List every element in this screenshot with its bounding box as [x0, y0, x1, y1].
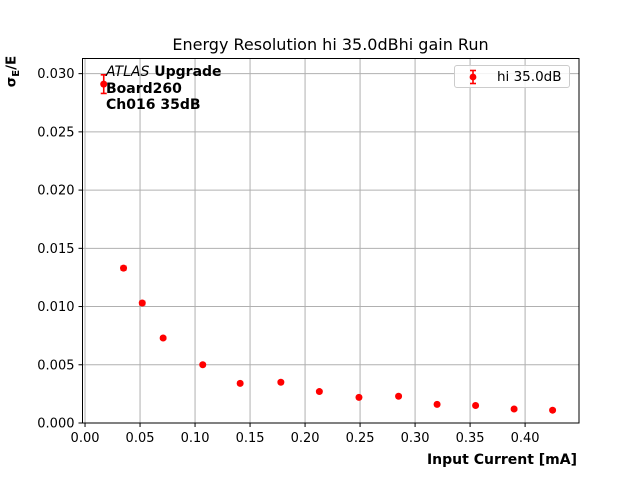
y-tick-label: 0.010: [37, 300, 74, 315]
y-axis-label: σE/E: [3, 36, 23, 108]
sigma-symbol: σ: [3, 76, 20, 88]
annotation-text: ATLAS Upgrade Board260 Ch016 35dB: [106, 64, 222, 114]
y-tick-label: 0.015: [37, 242, 74, 257]
y-tick-label: 0.030: [37, 67, 74, 82]
legend-box: hi 35.0dB: [454, 65, 570, 88]
data-point: [395, 392, 403, 400]
x-tick-label: 0.35: [456, 431, 485, 446]
y-axis-label-rest: /E: [3, 55, 20, 70]
data-point: [549, 406, 557, 414]
data-point: [159, 334, 167, 342]
y-tick-label: 0.005: [37, 358, 74, 373]
annotation-experiment: ATLAS: [106, 64, 150, 80]
x-tick-label: 0.00: [71, 431, 100, 446]
data-point: [120, 264, 128, 272]
y-tick-label: 0.025: [37, 125, 74, 140]
data-point: [472, 402, 480, 410]
plot-border: [82, 58, 580, 424]
errorbar-marker-icon: [469, 69, 477, 84]
x-tick-label: 0.40: [511, 431, 540, 446]
x-tick-label: 0.20: [291, 431, 320, 446]
data-point: [355, 393, 363, 401]
data-point: [433, 400, 441, 408]
sigma-subscript: E: [11, 69, 23, 77]
x-tick-label: 0.30: [401, 431, 430, 446]
data-point: [138, 299, 146, 307]
data-point: [236, 379, 244, 387]
data-point: [199, 361, 207, 369]
annotation-line1-rest: Upgrade: [149, 64, 222, 80]
data-point: [100, 80, 108, 88]
annotation-line3: Ch016 35dB: [106, 97, 201, 113]
x-tick-label: 0.25: [346, 431, 375, 446]
chart-title: Energy Resolution hi 35.0dBhi gain Run: [172, 35, 489, 54]
legend-label: hi 35.0dB: [497, 68, 562, 85]
data-point: [510, 405, 518, 413]
data-point: [277, 378, 285, 386]
data-point: [315, 388, 323, 396]
annotation-line2: Board260: [106, 80, 182, 97]
x-tick-label: 0.15: [236, 431, 265, 446]
x-tick-label: 0.10: [181, 431, 210, 446]
x-tick-label: 0.05: [126, 431, 155, 446]
y-tick-label: 0.000: [37, 417, 74, 432]
x-axis-label: Input Current [mA]: [426, 452, 577, 468]
y-tick-label: 0.020: [37, 184, 74, 199]
